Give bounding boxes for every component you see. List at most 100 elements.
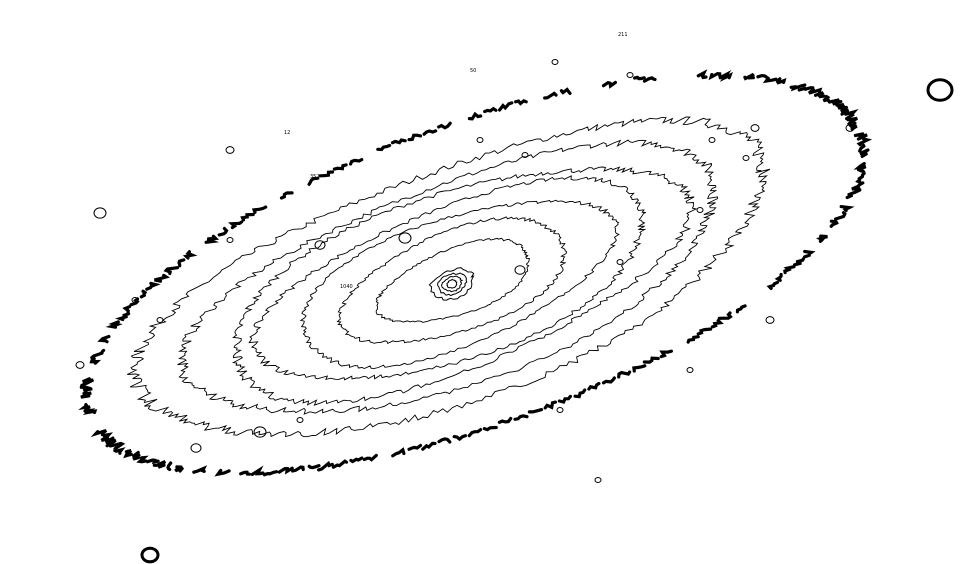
outer-dashed-segment <box>686 335 700 344</box>
foreground-stars <box>75 58 954 564</box>
outer-dashed-segment <box>735 304 747 314</box>
outer-dashed-segment <box>104 436 117 448</box>
outer-dashed-segment <box>80 377 95 388</box>
outer-dashed-segment <box>422 129 438 136</box>
star-blob <box>131 296 139 304</box>
outer-dashed-segment <box>642 356 660 364</box>
outer-dashed-segment <box>204 234 220 244</box>
outer-dashed-segment <box>105 320 123 329</box>
outer-dashed-segment <box>543 400 558 410</box>
outer-dashed-segment <box>855 175 864 184</box>
outer-dashed-segment <box>421 441 437 451</box>
outer-dashed-segment <box>437 437 452 444</box>
outer-dashed-segment <box>853 132 868 141</box>
outer-dashed-segment <box>513 414 529 421</box>
outer-dashed-segment <box>483 106 498 114</box>
outer-dashed-segment <box>783 265 796 275</box>
star-blob <box>750 124 760 132</box>
outer-dashed-segment <box>79 385 93 392</box>
outer-dashed-segment <box>844 109 859 121</box>
outer-dashed-segment <box>601 80 617 89</box>
star-blob <box>742 154 750 162</box>
outer-dashed-segment <box>587 381 601 391</box>
star-blob <box>696 206 704 214</box>
outer-dashed-segment <box>115 312 131 322</box>
outer-dashed-segment <box>136 455 149 464</box>
contour-label: 50 <box>470 68 476 74</box>
star-blob <box>765 316 775 324</box>
outer-dashed-segment <box>708 71 722 81</box>
outer-dashed-segment <box>497 416 513 424</box>
outer-dashed-segment <box>717 311 733 320</box>
outer-dashed-segment <box>131 450 141 461</box>
isophote-contour <box>231 166 698 406</box>
isophote-contour <box>248 175 647 381</box>
outer-dashed-segment <box>163 266 179 276</box>
star-blob <box>398 232 412 244</box>
outer-dashed-segment <box>182 250 198 260</box>
outer-dashed-segment <box>601 376 616 385</box>
outer-dashed-segment <box>177 258 186 268</box>
outer-dashed-segment <box>822 95 831 103</box>
outer-dashed-isophote <box>78 69 873 477</box>
outer-dashed-segment <box>839 205 855 213</box>
outer-dashed-segment <box>659 349 673 359</box>
outer-dashed-segment <box>498 101 514 112</box>
outer-dashed-segment <box>840 105 850 116</box>
star-blob <box>314 240 326 250</box>
core-contour <box>436 272 468 297</box>
outer-dashed-segment <box>331 459 349 469</box>
star-blob <box>226 236 234 244</box>
outer-dashed-segment <box>113 447 126 455</box>
outer-dashed-segment <box>277 466 294 475</box>
outer-dashed-segment <box>514 98 528 106</box>
outer-dashed-segment <box>775 77 787 85</box>
outer-dashed-segment <box>145 458 160 465</box>
outer-dashed-segment <box>307 176 320 186</box>
outer-dashed-segment <box>228 220 244 230</box>
outer-dashed-segment <box>467 111 483 121</box>
outer-dashed-segment <box>407 443 423 451</box>
outer-dashed-segment <box>573 388 587 399</box>
outer-dashed-segment <box>139 289 148 299</box>
outer-dashed-segment <box>859 169 866 177</box>
outer-dashed-segment <box>145 281 161 291</box>
star-blob <box>253 426 267 438</box>
outer-dashed-segment <box>97 334 111 344</box>
outer-dashed-segment <box>123 449 133 459</box>
outer-dashed-segment <box>391 447 406 458</box>
outer-dashed-segment <box>527 408 544 414</box>
outer-dashed-segment <box>174 465 185 473</box>
outer-dashed-segment <box>557 394 572 404</box>
outer-dashed-segment <box>816 234 828 243</box>
star-blob <box>845 124 855 132</box>
outer-dashed-segment <box>250 465 265 476</box>
outer-dashed-segment <box>307 464 321 470</box>
outer-dashed-segment <box>240 212 255 222</box>
outer-dashed-segment <box>154 273 171 283</box>
star-blob <box>551 58 559 66</box>
outer-dashed-segment <box>696 327 713 336</box>
isophote-contour <box>299 199 620 370</box>
isophote-contour <box>336 216 568 345</box>
outer-dashed-segment <box>437 121 452 130</box>
outer-dashed-segment <box>100 432 114 442</box>
outer-dashed-segment <box>317 460 334 472</box>
outer-dashed-segment <box>482 425 498 432</box>
star-blob <box>190 443 202 453</box>
outer-dashed-segment <box>90 428 108 438</box>
outer-dashed-segment <box>108 441 126 451</box>
outer-dashed-segment <box>452 434 467 442</box>
star-blob <box>156 316 164 324</box>
star-blob <box>594 476 602 484</box>
outer-dashed-segment <box>262 470 279 477</box>
outer-dashed-segment <box>214 468 231 477</box>
outer-dashed-segment <box>390 138 407 145</box>
outer-dashed-segment <box>251 205 268 214</box>
outer-dashed-segment <box>718 70 733 82</box>
star-blob <box>93 207 107 219</box>
star-blob <box>556 406 564 414</box>
outer-dashed-segment <box>559 87 572 95</box>
